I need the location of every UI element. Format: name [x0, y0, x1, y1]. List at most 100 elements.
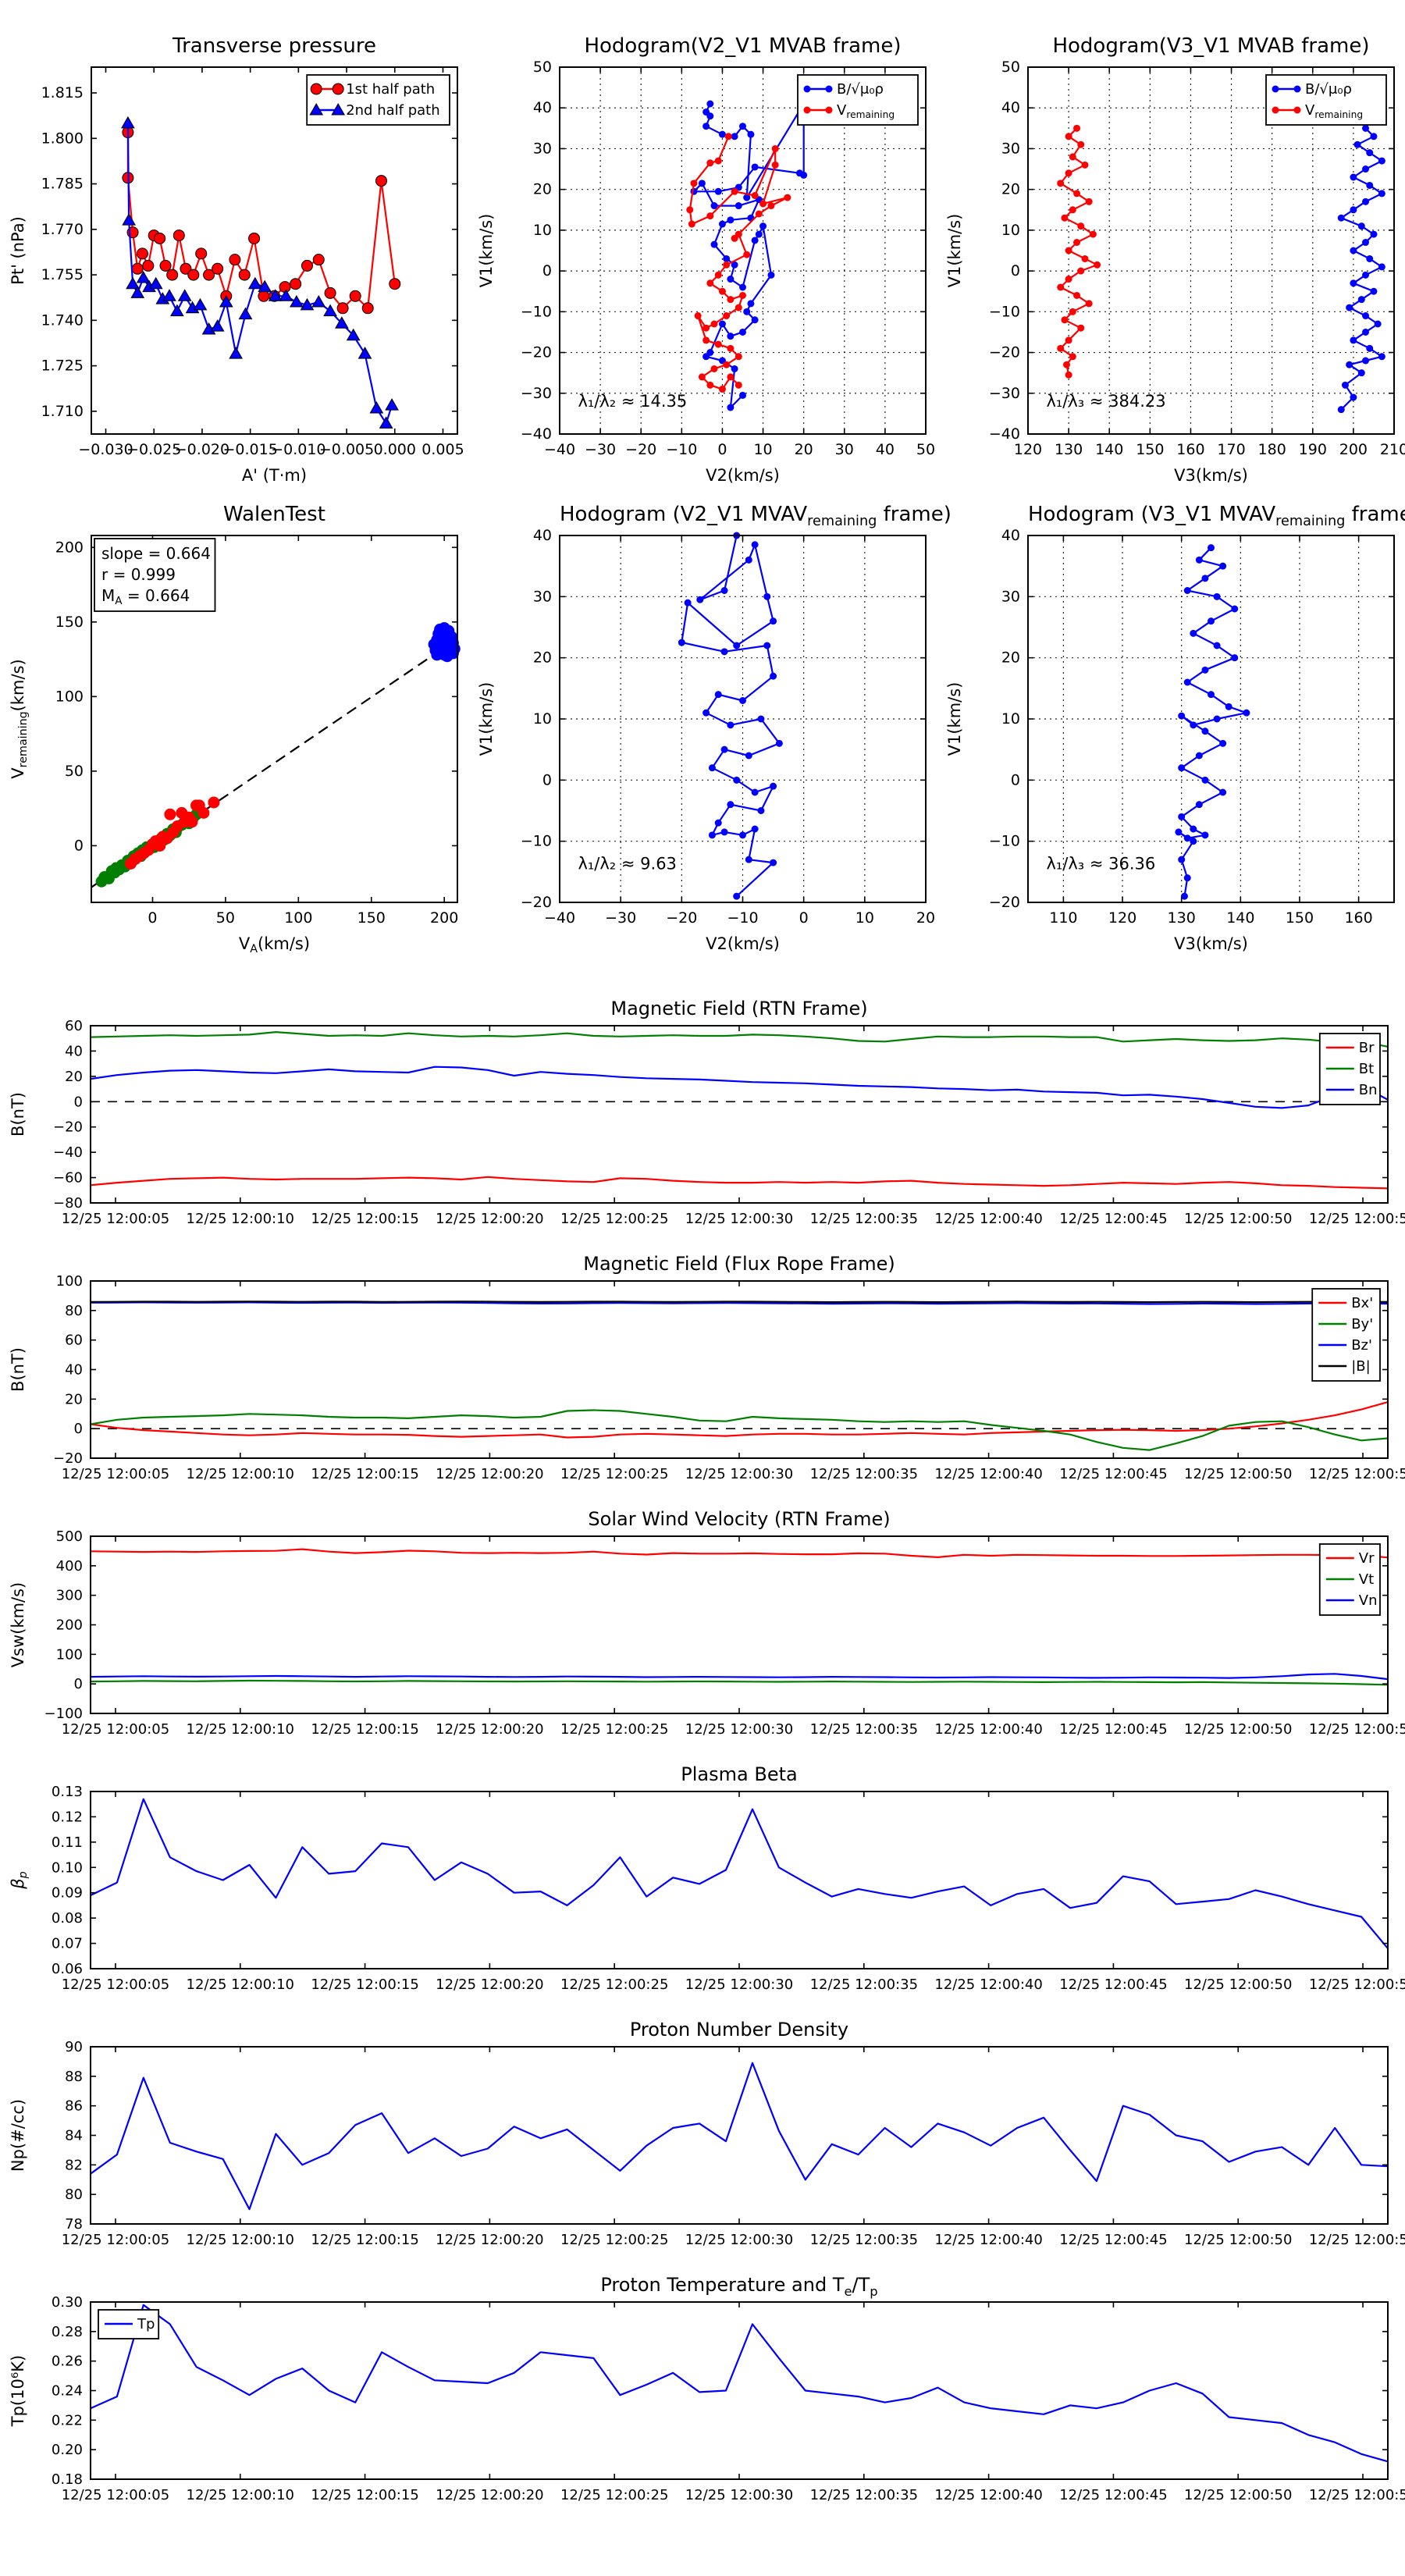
svg-text:−10: −10 — [989, 833, 1020, 850]
svg-text:12/25 12:00:30: 12/25 12:00:30 — [685, 1211, 793, 1227]
svg-text:0: 0 — [1011, 771, 1020, 788]
svg-text:0: 0 — [74, 1421, 83, 1437]
svg-text:Vsw(km/s): Vsw(km/s) — [9, 1582, 27, 1668]
svg-text:12/25 12:00:10: 12/25 12:00:10 — [187, 2487, 294, 2503]
svg-text:Bz': Bz' — [1351, 1337, 1372, 1354]
svg-text:160: 160 — [1176, 441, 1204, 458]
svg-text:110: 110 — [1049, 909, 1077, 927]
chart-title-magnetic-field-fluxrope: Magnetic Field (Flux Rope Frame) — [583, 1253, 895, 1275]
svg-text:300: 300 — [56, 1588, 83, 1604]
chart-title-proton-density: Proton Number Density — [629, 2019, 849, 2041]
svg-text:−100: −100 — [44, 1706, 83, 1722]
svg-text:130: 130 — [1055, 441, 1083, 458]
svg-text:V1(km/s): V1(km/s) — [945, 682, 964, 756]
svg-text:−20: −20 — [989, 344, 1020, 361]
svg-text:190: 190 — [1299, 441, 1327, 458]
svg-text:−10: −10 — [989, 303, 1020, 320]
svg-text:12/25 12:00:55: 12/25 12:00:55 — [1309, 1976, 1405, 1993]
svg-text:10: 10 — [1001, 710, 1020, 728]
panel-solar-wind-velocity: Solar Wind Velocity (RTN Frame) 12/25 12… — [0, 1502, 1405, 1757]
svg-text:B/√μ₀ρ: B/√μ₀ρ — [1305, 81, 1352, 98]
chart-title-magnetic-field-rtn: Magnetic Field (RTN Frame) — [610, 998, 868, 1019]
svg-text:−60: −60 — [53, 1170, 83, 1187]
svg-text:12/25 12:00:35: 12/25 12:00:35 — [810, 2487, 918, 2503]
svg-text:−0.025: −0.025 — [126, 441, 181, 458]
svg-text:Bx': Bx' — [1351, 1295, 1373, 1311]
svg-text:12/25 12:00:40: 12/25 12:00:40 — [934, 1976, 1042, 1993]
svg-text:Vremaining: Vremaining — [837, 102, 895, 120]
svg-text:Vt: Vt — [1359, 1571, 1374, 1588]
svg-text:500: 500 — [56, 1528, 83, 1545]
svg-text:12/25 12:00:25: 12/25 12:00:25 — [560, 2232, 668, 2248]
svg-text:−0.010: −0.010 — [271, 441, 325, 458]
svg-text:0.13: 0.13 — [52, 1784, 83, 1800]
svg-text:12/25 12:00:10: 12/25 12:00:10 — [187, 1211, 294, 1227]
svg-text:1.800: 1.800 — [41, 130, 84, 147]
panel-hodogram-v2v1-mvab: Hodogram(V2_V1 MVAB frame) −40 −30 −20 −10 0… — [468, 22, 937, 490]
svg-text:λ₁/λ₃ ≈ 36.36: λ₁/λ₃ ≈ 36.36 — [1046, 855, 1155, 873]
panel-plasma-beta: Plasma Beta 12/25 12:00:05 12/25 12:00:10… — [0, 1757, 1405, 2012]
svg-text:12/25 12:00:35: 12/25 12:00:35 — [810, 1976, 918, 1993]
svg-text:A' (T·m): A' (T·m) — [242, 466, 307, 485]
svg-text:20: 20 — [65, 1069, 83, 1085]
svg-text:12/25 12:00:30: 12/25 12:00:30 — [685, 1466, 793, 1482]
svg-text:40: 40 — [1001, 527, 1020, 544]
svg-text:150: 150 — [1136, 441, 1164, 458]
svg-text:V2(km/s): V2(km/s) — [706, 466, 780, 485]
svg-text:−30: −30 — [585, 441, 616, 458]
svg-text:40: 40 — [65, 1043, 83, 1059]
svg-text:−0.005: −0.005 — [319, 441, 374, 458]
svg-text:1.755: 1.755 — [41, 266, 84, 283]
svg-text:12/25 12:00:10: 12/25 12:00:10 — [187, 2232, 294, 2248]
svg-text:0: 0 — [74, 1094, 83, 1110]
chart-title-hodogram-v2v1-mvav: Hodogram (V2_V1 MVAVremaining frame) — [560, 503, 951, 530]
svg-text:12/25 12:00:05: 12/25 12:00:05 — [62, 1211, 169, 1227]
svg-text:0.12: 0.12 — [52, 1809, 83, 1825]
svg-text:−20: −20 — [521, 894, 552, 911]
svg-text:20: 20 — [533, 649, 552, 667]
svg-text:1.770: 1.770 — [41, 221, 84, 238]
magnetic-field-rtn-plot: 12/25 12:00:05 12/25 12:00:10 12/25 12:00:… — [9, 1018, 1405, 1227]
svg-text:0.24: 0.24 — [52, 2383, 83, 2400]
svg-text:12/25 12:00:55: 12/25 12:00:55 — [1309, 2487, 1405, 2503]
svg-text:12/25 12:00:35: 12/25 12:00:35 — [810, 2232, 918, 2248]
svg-text:12/25 12:00:30: 12/25 12:00:30 — [685, 2232, 793, 2248]
svg-text:−20: −20 — [625, 441, 656, 458]
svg-text:12/25 12:00:55: 12/25 12:00:55 — [1309, 1211, 1405, 1227]
chart-title-hodogram-v3v1-mvab: Hodogram(V3_V1 MVAB frame) — [1052, 34, 1370, 58]
svg-text:λ₁/λ₂ ≈ 14.35: λ₁/λ₂ ≈ 14.35 — [578, 392, 687, 411]
svg-text:80: 80 — [65, 2186, 83, 2203]
svg-text:150: 150 — [55, 614, 84, 631]
svg-text:−40: −40 — [544, 909, 575, 927]
chart-title-solar-wind-velocity: Solar Wind Velocity (RTN Frame) — [588, 1508, 891, 1530]
svg-text:50: 50 — [916, 441, 935, 458]
panel-hodogram-v2v1-mvav: Hodogram (V2_V1 MVAVremaining frame) −40… — [468, 490, 951, 959]
svg-text:100: 100 — [55, 688, 84, 705]
svg-text:Np(#/cc): Np(#/cc) — [9, 2099, 27, 2172]
svg-text:12/25 12:00:05: 12/25 12:00:05 — [62, 2232, 169, 2248]
svg-text:12/25 12:00:50: 12/25 12:00:50 — [1184, 2487, 1292, 2503]
svg-text:Tp: Tp — [137, 2316, 155, 2332]
svg-text:200: 200 — [430, 909, 458, 927]
svg-text:20: 20 — [1001, 649, 1020, 667]
svg-text:10: 10 — [533, 222, 552, 239]
svg-text:V1(km/s): V1(km/s) — [477, 682, 496, 756]
svg-text:−0.030: −0.030 — [78, 441, 133, 458]
magnetic-field-fluxrope-plot: 12/25 12:00:05 12/25 12:00:10 12/25 12:00:… — [9, 1273, 1405, 1482]
svg-text:12/25 12:00:40: 12/25 12:00:40 — [934, 1211, 1042, 1227]
svg-text:−20: −20 — [666, 909, 697, 927]
svg-text:20: 20 — [1001, 181, 1020, 198]
svg-text:12/25 12:00:40: 12/25 12:00:40 — [934, 1721, 1042, 1738]
svg-text:1.785: 1.785 — [41, 176, 84, 193]
svg-text:12/25 12:00:50: 12/25 12:00:50 — [1184, 1211, 1292, 1227]
svg-text:90: 90 — [65, 2039, 83, 2055]
svg-text:10: 10 — [855, 909, 874, 927]
svg-text:VA(km/s): VA(km/s) — [239, 934, 310, 955]
svg-text:50: 50 — [1001, 59, 1020, 76]
svg-text:40: 40 — [533, 99, 552, 116]
svg-text:12/25 12:00:45: 12/25 12:00:45 — [1059, 1466, 1167, 1482]
svg-text:12/25 12:00:25: 12/25 12:00:25 — [560, 1976, 668, 1993]
svg-text:0.18: 0.18 — [52, 2471, 83, 2488]
panel-magnetic-field-fluxrope: Magnetic Field (Flux Rope Frame) 12/25 1… — [0, 1247, 1405, 1502]
